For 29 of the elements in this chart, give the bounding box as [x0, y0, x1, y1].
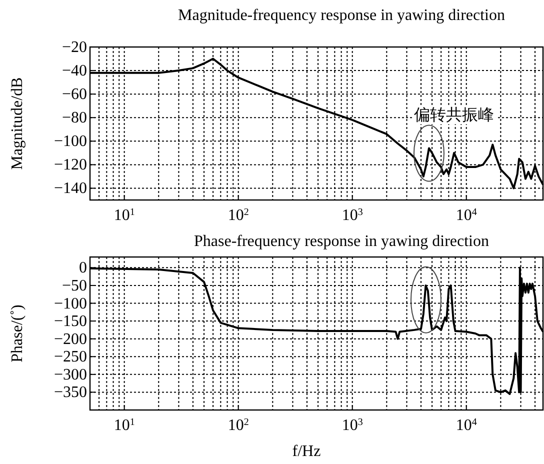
- x-tick-label: 10$^{1}$: [114, 416, 135, 434]
- x-tick-label: 10$^{4}$: [456, 206, 477, 224]
- y-tick-label: −140: [54, 180, 87, 198]
- x-axis-title: f/Hz: [292, 443, 321, 460]
- x-tick-label: 10$^{4}$: [456, 416, 477, 434]
- y-tick-label: −150: [54, 313, 87, 330]
- y-tick-label: −350: [54, 384, 87, 402]
- y-tick-label: −120: [54, 156, 87, 174]
- y-tick-label: −100: [54, 295, 87, 312]
- annotation: 偏转共振峰: [414, 106, 494, 124]
- y-tick-label: −50: [62, 277, 87, 294]
- y-tick-label: −80: [62, 110, 87, 127]
- y-tick-label: −60: [62, 86, 87, 104]
- chart-title: Phase-frequency response in yawing direction: [194, 233, 490, 250]
- y-tick-label: 0: [79, 260, 87, 277]
- x-tick-label: 10$^{1}$: [114, 206, 135, 224]
- y-tick-label: −200: [54, 330, 87, 348]
- x-tick-label: 10$^{2}$: [228, 416, 249, 434]
- y-tick-label: −250: [54, 348, 87, 366]
- x-tick-label: 10$^{2}$: [228, 206, 249, 224]
- y-tick-label: −300: [54, 366, 87, 384]
- y-axis-title: Phase/(˚): [9, 304, 26, 362]
- y-tick-label: −100: [54, 133, 87, 150]
- chart-title: Magnitude-frequency response in yawing direction: [178, 7, 506, 24]
- x-tick-label: 10$^{3}$: [342, 416, 363, 434]
- y-axis-title: Magnitude/dB: [9, 77, 26, 170]
- y-tick-label: −40: [62, 62, 87, 80]
- x-tick-label: 10$^{3}$: [342, 206, 363, 224]
- y-tick-label: −20: [62, 39, 87, 56]
